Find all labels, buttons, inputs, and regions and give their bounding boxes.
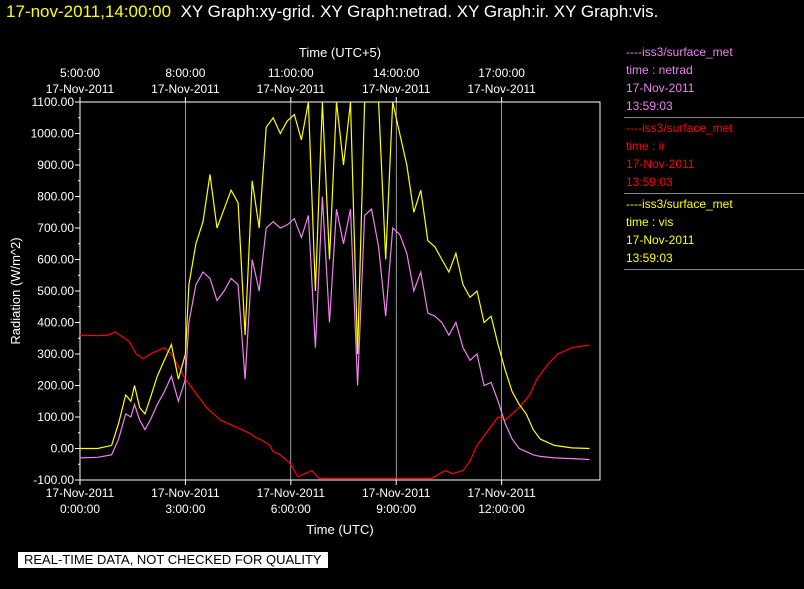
x-tick-time: 9:00:00 (376, 502, 416, 516)
legend-time: 13:59:03 (626, 99, 673, 113)
legend-time: 13:59:03 (626, 175, 673, 189)
x2-tick-date: 17-Nov-2011 (257, 82, 326, 96)
y-tick-label: 0.00 (51, 442, 75, 456)
y-tick-label: 1100.00 (32, 95, 75, 109)
legend-date: 17-Nov-2011 (626, 81, 695, 95)
y-tick-label: 1000.00 (31, 127, 75, 141)
series-line-netrad (80, 196, 590, 461)
y-tick-label: 800.00 (37, 190, 74, 204)
quality-note: REAL-TIME DATA, NOT CHECKED FOR QUALITY (18, 552, 328, 568)
y-tick-label: 400.00 (37, 316, 74, 330)
x2-tick-date: 17-Nov-2011 (467, 82, 536, 96)
legend-var: time : netrad (626, 63, 693, 77)
x2-tick-time: 14:00:00 (373, 66, 420, 80)
legend-date: 17-Nov-2011 (626, 157, 695, 171)
x2-tick-time: 8:00:00 (165, 66, 205, 80)
legend-var: time : vis (626, 215, 674, 229)
title-rest: XY Graph:xy-grid. XY Graph:netrad. XY Gr… (180, 2, 659, 21)
x-tick-date: 17-Nov-2011 (46, 486, 115, 500)
legend-source: ----iss3/surface_met (626, 121, 733, 135)
series-line-vis (80, 102, 590, 450)
chart-title: 17-nov-2011,14:00:00 XY Graph:xy-grid. X… (6, 2, 658, 22)
x-tick-time: 0:00:00 (60, 502, 100, 516)
x-tick-date: 17-Nov-2011 (257, 486, 326, 500)
x2-tick-time: 17:00:00 (478, 66, 525, 80)
legend-time: 13:59:03 (626, 251, 673, 265)
x-tick-date: 17-Nov-2011 (467, 486, 536, 500)
x2-tick-date: 17-Nov-2011 (151, 82, 220, 96)
x2-tick-date: 17-Nov-2011 (362, 82, 431, 96)
y-tick-label: 300.00 (37, 347, 74, 361)
y-tick-label: 500.00 (37, 284, 74, 298)
x-tick-date: 17-Nov-2011 (362, 486, 431, 500)
y-tick-label: 600.00 (37, 253, 74, 267)
x2-tick-time: 11:00:00 (268, 66, 314, 80)
x-tick-time: 3:00:00 (165, 502, 205, 516)
y-tick-label: 100.00 (37, 410, 74, 424)
series-line-ir (80, 331, 590, 479)
y-tick-label: -100.00 (33, 473, 74, 487)
x2-axis-label: Time (UTC+5) (299, 45, 381, 60)
x-tick-time: 6:00:00 (271, 502, 311, 516)
x2-tick-time: 5:00:00 (60, 66, 100, 80)
y-tick-label: 200.00 (37, 379, 74, 393)
x2-tick-date: 17-Nov-2011 (46, 82, 115, 96)
legend: ----iss3/surface_met time : netrad 17-Nov-… (624, 42, 804, 270)
legend-source: ----iss3/surface_met (626, 45, 733, 59)
y-tick-label: 700.00 (37, 221, 74, 235)
x-axis-label: Time (UTC) (306, 522, 373, 537)
plot-frame (79, 101, 601, 481)
x-tick-time: 12:00:00 (478, 502, 525, 516)
title-date: 17-nov-2011,14:00:00 (6, 2, 172, 21)
y-tick-label: 900.00 (37, 158, 74, 172)
legend-date: 17-Nov-2011 (626, 233, 695, 247)
legend-var: time : ir (626, 139, 666, 153)
y-axis-label: Radiation (W/m^2) (8, 237, 23, 344)
legend-source: ----iss3/surface_met (626, 197, 733, 211)
x-tick-date: 17-Nov-2011 (151, 486, 220, 500)
